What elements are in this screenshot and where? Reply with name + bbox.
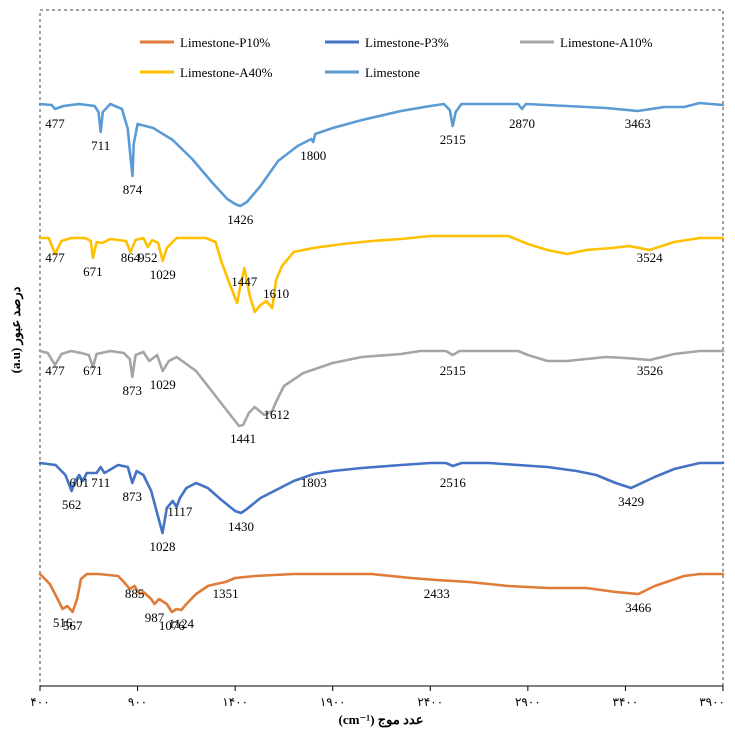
x-tick-label-1900: ۱۹۰۰ (320, 695, 346, 709)
series-group (38, 101, 725, 614)
peak-label-2-4: 1441 (230, 431, 256, 446)
peak-labels: 477 711 874 1426 1800 2515 2870 3463 477 671 86495… (45, 116, 663, 633)
x-tick-label-400: ۴۰۰ (30, 695, 49, 709)
peak-label-1-4: 1029 (150, 267, 176, 282)
peak-label-0-5: 2515 (440, 132, 466, 147)
series-line-2 (38, 349, 725, 428)
x-ticks: ۴۰۰ ۹۰۰ ۱۴۰۰ ۱۹۰۰ ۲۴۰۰ ۲۹۰۰ ۳۴۰۰ ۳۹۰۰ (30, 686, 725, 709)
legend-label-4: Limestone (365, 65, 420, 80)
series-line-4 (38, 572, 725, 614)
peak-label-2-2: 873 (123, 383, 143, 398)
peak-label-3-6: 1430 (228, 519, 254, 534)
peak-label-3-8: 2516 (440, 475, 467, 490)
legend-label-1: Limestone-P3% (365, 35, 449, 50)
legend-label-0: Limestone-P10% (180, 35, 270, 50)
x-axis-title: عدد موج (cm⁻¹) (339, 712, 424, 728)
peak-label-4-4: 1076 (159, 618, 186, 633)
series-line-3 (38, 461, 725, 535)
peak-label-4-7: 2433 (424, 586, 450, 601)
series-line-1 (38, 234, 725, 314)
peak-label-1-3: 952 (138, 250, 158, 265)
peak-label-4-5: 1124 (169, 616, 195, 631)
peak-label-2-0: 477 (45, 363, 65, 378)
y-axis-title: درصد عبور (a.u) (8, 286, 24, 373)
x-tick-label-2900: ۲۹۰۰ (515, 695, 541, 709)
peak-label-3-3: 873 (123, 489, 143, 504)
peak-label-3-1: 601 (69, 475, 89, 490)
peak-label-1-6: 1610 (263, 286, 289, 301)
peak-label-0-6: 2870 (509, 116, 535, 131)
legend-label-2: Limestone-A10% (560, 35, 653, 50)
peak-label-4-3: 987 (145, 610, 165, 625)
peak-label-0-0: 477 (45, 116, 65, 131)
peak-label-4-2: 885 (125, 586, 145, 601)
peak-label-4-1: 567 (63, 618, 83, 633)
peak-label-1-7: 3524 (637, 250, 664, 265)
peak-label-0-4: 1800 (300, 148, 326, 163)
peak-label-3-4: 1028 (150, 539, 176, 554)
peak-label-2-5: 1612 (264, 407, 290, 422)
legend-label-3: Limestone-A40% (180, 65, 273, 80)
peak-label-2-6: 2515 (440, 363, 466, 378)
x-tick-label-900: ۹۰۰ (128, 695, 147, 709)
peak-label-2-1: 671 (83, 363, 103, 378)
peak-label-0-7: 3463 (625, 116, 651, 131)
peak-label-3-2: 711 (91, 475, 110, 490)
series-line-0 (38, 101, 725, 208)
x-tick-label-3900: ۳۹۰۰ (699, 695, 725, 709)
x-tick-label-2400: ۲۴۰۰ (417, 695, 443, 709)
peak-label-3-9: 3429 (618, 494, 644, 509)
peak-label-1-1: 671 (83, 264, 103, 279)
peak-label-4-0: 516 (53, 615, 73, 630)
peak-label-0-3: 1426 (227, 212, 254, 227)
plot-frame (39, 9, 724, 687)
peak-label-4-6: 1351 (213, 586, 239, 601)
peak-label-3-7: 1803 (301, 475, 327, 490)
peak-label-1-5: 1447 (231, 274, 258, 289)
peak-label-3-0: 562 (62, 497, 82, 512)
peak-label-4-8: 3466 (625, 600, 652, 615)
peak-label-1-0: 477 (45, 250, 65, 265)
peak-label-2-3: 1029 (150, 377, 176, 392)
x-tick-label-1400: ۱۴۰۰ (222, 695, 248, 709)
peak-label-3-5: 1117 (167, 504, 193, 519)
peak-label-0-1: 711 (91, 138, 110, 153)
peak-label-0-2: 874 (123, 182, 143, 197)
x-tick-label-3400: ۳۴۰۰ (613, 695, 639, 709)
legend: Limestone-P10% Limestone-P3% Limestone-A10… (140, 35, 653, 80)
peak-label-1-2: 864 (121, 250, 141, 265)
peak-label-2-7: 3526 (637, 363, 664, 378)
